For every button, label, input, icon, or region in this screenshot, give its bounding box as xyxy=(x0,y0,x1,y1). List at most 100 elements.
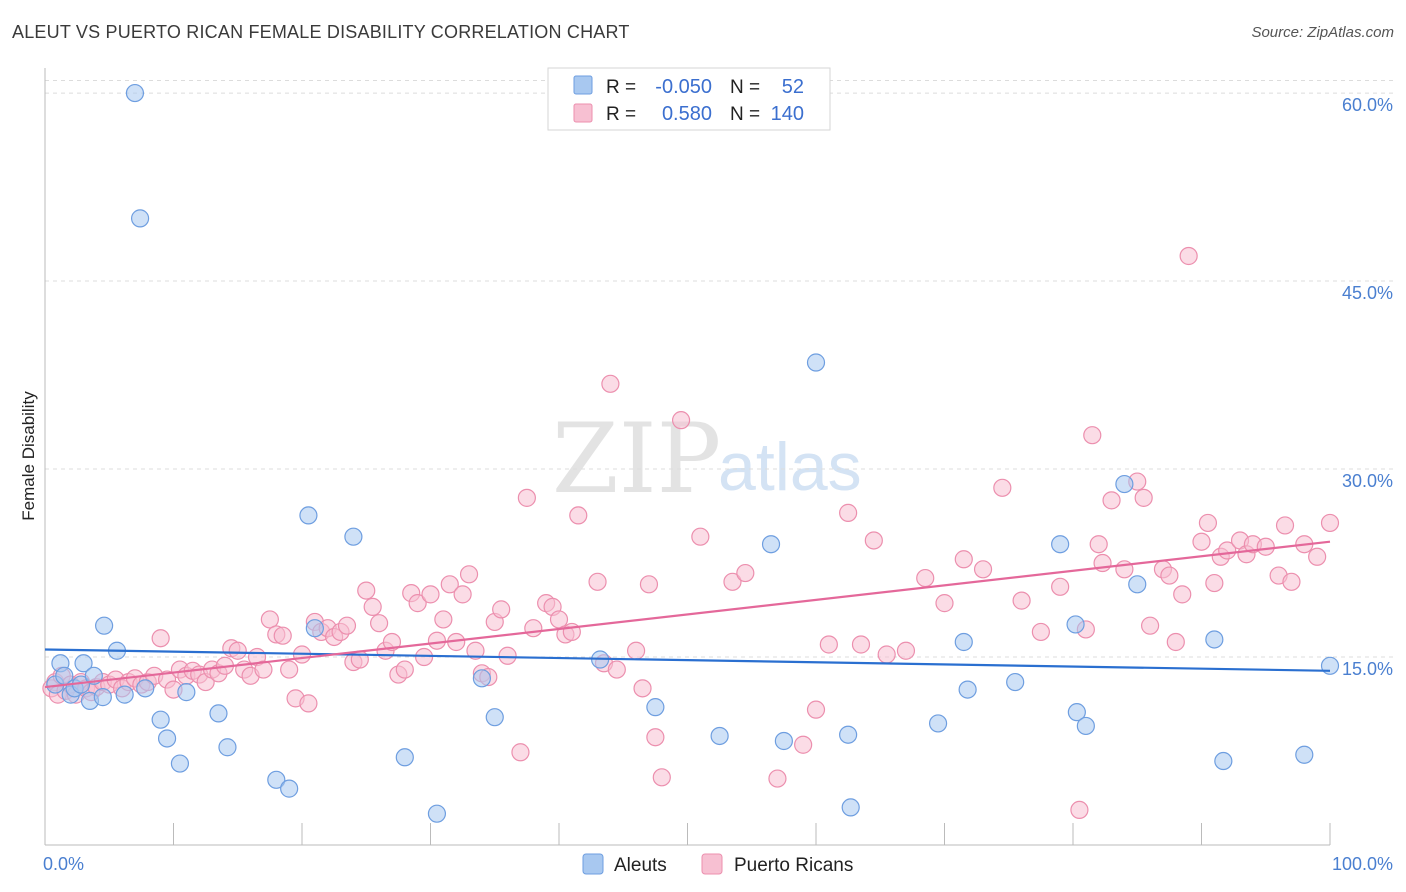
puerto-ricans-point xyxy=(299,694,318,713)
aleuts-point xyxy=(344,527,363,546)
puerto-ricans-point xyxy=(370,614,389,633)
aleuts-point xyxy=(806,353,826,372)
puerto-ricans-point xyxy=(723,572,742,591)
puerto-ricans-point xyxy=(549,610,569,629)
legend-swatch-aleuts xyxy=(573,75,593,95)
aleuts-point xyxy=(958,680,977,699)
puerto-ricans-point xyxy=(260,610,279,629)
puerto-ricans-point xyxy=(916,568,935,588)
puerto-ricans-point xyxy=(440,575,459,594)
puerto-ricans-point xyxy=(363,597,382,616)
aleuts-point xyxy=(1128,575,1147,594)
puerto-ricans-point xyxy=(973,560,993,579)
aleuts-point xyxy=(305,619,324,638)
puerto-ricans-point xyxy=(819,635,838,654)
trend-lines xyxy=(44,540,1331,689)
legend-r-value-aleuts: -0.050 xyxy=(655,76,712,98)
puerto-ricans-trend-line xyxy=(44,540,1331,689)
puerto-ricans-point xyxy=(524,619,543,638)
puerto-ricans-point xyxy=(421,585,440,604)
watermark: ZIP atlas xyxy=(552,403,862,515)
puerto-ricans-point xyxy=(517,488,536,507)
bottom-legend: Aleuts Puerto Ricans xyxy=(582,853,853,876)
y-tick-label: 15.0% xyxy=(1342,659,1393,679)
puerto-ricans-point xyxy=(1192,532,1211,551)
aleuts-point xyxy=(177,683,196,702)
series-puerto-ricans xyxy=(42,246,1340,820)
aleuts-point xyxy=(170,754,190,773)
aleuts-point xyxy=(485,708,504,727)
aleuts-point xyxy=(157,729,177,748)
puerto-ricans-point xyxy=(691,527,710,546)
puerto-ricans-point xyxy=(671,411,691,430)
legend-n-label-puerto-ricans: N = xyxy=(730,104,760,125)
puerto-ricans-point xyxy=(492,600,511,619)
puerto-ricans-point xyxy=(607,660,626,679)
puerto-ricans-point xyxy=(896,641,916,660)
legend-n-value-puerto-ricans: 140 xyxy=(771,103,804,125)
series-aleuts xyxy=(46,83,1340,823)
aleuts-point xyxy=(299,506,318,525)
aleuts-point xyxy=(130,209,150,228)
puerto-ricans-point xyxy=(1089,535,1108,554)
aleuts-point xyxy=(115,685,134,704)
puerto-ricans-point xyxy=(382,632,402,652)
x-tick-label-min: 0.0% xyxy=(43,854,84,874)
legend-frame xyxy=(547,67,831,131)
legend-r-value-puerto-ricans: 0.580 xyxy=(662,103,712,125)
puerto-ricans-point xyxy=(1031,622,1050,642)
aleuts-point xyxy=(1205,630,1224,649)
aleuts-point xyxy=(267,770,286,789)
aleuts-point xyxy=(1066,615,1085,634)
puerto-ricans-point xyxy=(337,616,357,635)
aleuts-point xyxy=(710,726,729,746)
gridlines xyxy=(45,80,1395,658)
y-axis-label: Female Disability xyxy=(19,391,38,521)
puerto-ricans-point xyxy=(626,641,646,660)
aleuts-point xyxy=(218,738,237,757)
legend-r-label-puerto-ricans: R = xyxy=(606,104,636,125)
puerto-ricans-point xyxy=(408,594,427,613)
puerto-ricans-point xyxy=(1160,566,1179,585)
puerto-ricans-point xyxy=(1051,577,1070,596)
aleuts-point xyxy=(136,679,155,698)
puerto-ricans-point xyxy=(646,728,665,747)
aleuts-point xyxy=(954,632,973,652)
aleuts-point xyxy=(761,535,781,554)
y-tick-labels: 15.0% 30.0% 45.0% 60.0% xyxy=(1342,95,1393,679)
puerto-ricans-point xyxy=(427,631,447,650)
x-ticks xyxy=(44,823,1331,845)
legend-r-label-aleuts: R = xyxy=(606,77,636,98)
puerto-ricans-point xyxy=(1166,632,1185,652)
puerto-ricans-point xyxy=(1282,572,1301,591)
puerto-ricans-point xyxy=(1205,573,1224,593)
aleuts-point xyxy=(774,731,793,751)
aleuts-point xyxy=(280,779,299,798)
legend-n-label-aleuts: N = xyxy=(730,77,760,98)
watermark-zip: ZIP xyxy=(552,403,721,515)
aleuts-point xyxy=(472,669,491,688)
puerto-ricans-point xyxy=(434,610,453,629)
aleuts-point xyxy=(1006,672,1025,692)
puerto-ricans-point xyxy=(1256,537,1275,556)
puerto-ricans-point xyxy=(1102,491,1121,510)
y-tick-label: 45.0% xyxy=(1342,283,1393,303)
puerto-ricans-point xyxy=(498,646,517,665)
puerto-ricans-point xyxy=(633,679,652,698)
aleuts-point xyxy=(928,714,948,733)
chart-title: ALEUT VS PUERTO RICAN FEMALE DISABILITY … xyxy=(12,22,630,42)
aleuts-point xyxy=(1295,745,1314,764)
aleuts-point xyxy=(1067,703,1086,722)
aleuts-point xyxy=(95,616,114,635)
puerto-ricans-point xyxy=(1179,246,1198,266)
aleuts-point xyxy=(427,804,447,823)
aleuts-point xyxy=(151,710,170,729)
bottom-legend-label-aleuts: Aleuts xyxy=(614,855,667,876)
aleuts-trend-line xyxy=(44,648,1331,672)
puerto-ricans-point xyxy=(588,572,607,591)
puerto-ricans-point xyxy=(151,629,170,648)
aleuts-point xyxy=(841,798,860,817)
puerto-ricans-point xyxy=(1198,513,1218,533)
aleuts-point xyxy=(1076,716,1095,736)
puerto-ricans-point xyxy=(1173,585,1192,604)
